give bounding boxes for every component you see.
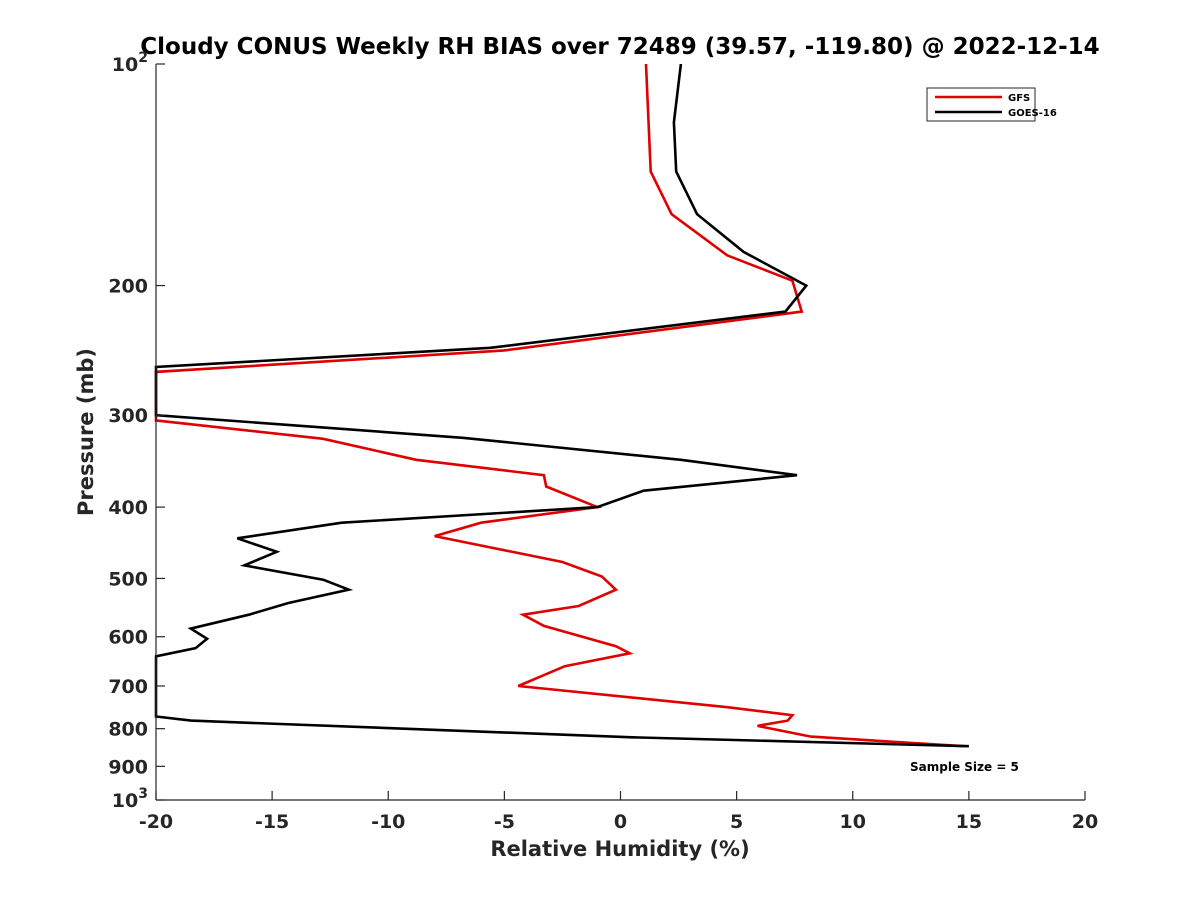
legend-label-goes16: GOES-16 [1008, 108, 1057, 119]
legend-box [926, 87, 1036, 122]
x-tick-label: -15 [255, 811, 289, 833]
y-tick-label: 500 [108, 568, 148, 590]
x-tick-label: -20 [139, 811, 173, 833]
x-tick-label: 10 [840, 811, 866, 833]
y-tick-label: 700 [108, 676, 148, 698]
y-tick-label: 103 [112, 786, 148, 812]
x-tick-label: 0 [614, 811, 627, 833]
x-tick-label: -10 [371, 811, 405, 833]
x-tick-label: 15 [956, 811, 982, 833]
y-tick-label: 200 [108, 276, 148, 298]
x-tick-label: -5 [494, 811, 515, 833]
x-tick-label: 5 [730, 811, 743, 833]
y-tick-label: 800 [108, 719, 148, 741]
y-ticks: 102 200 300 400 500 600 700 800 900 103 [108, 50, 165, 812]
y-tick-label: 600 [108, 627, 148, 649]
y-tick-label: 900 [108, 756, 148, 778]
x-ticks: -20 -15 -10 -5 0 5 10 15 20 [139, 791, 1098, 833]
x-tick-label: 20 [1072, 811, 1098, 833]
sample-size-annotation: Sample Size = 5 [910, 760, 1019, 774]
y-tick-label: 400 [108, 497, 148, 519]
legend-label-gfs: GFS [1008, 93, 1030, 104]
series-line-gfs [154, 63, 965, 748]
y-axis-label: Pressure (mb) [74, 348, 98, 516]
series-line-goes16 [154, 63, 969, 748]
x-axis-label: Relative Humidity (%) [490, 837, 749, 861]
y-tick-label: 102 [112, 50, 148, 76]
y-tick-label: 300 [108, 405, 148, 427]
legend: GFS GOES-16 [926, 87, 1057, 122]
chart-title: Cloudy CONUS Weekly RH BIAS over 72489 (… [140, 34, 1099, 60]
plot-area [154, 63, 969, 748]
